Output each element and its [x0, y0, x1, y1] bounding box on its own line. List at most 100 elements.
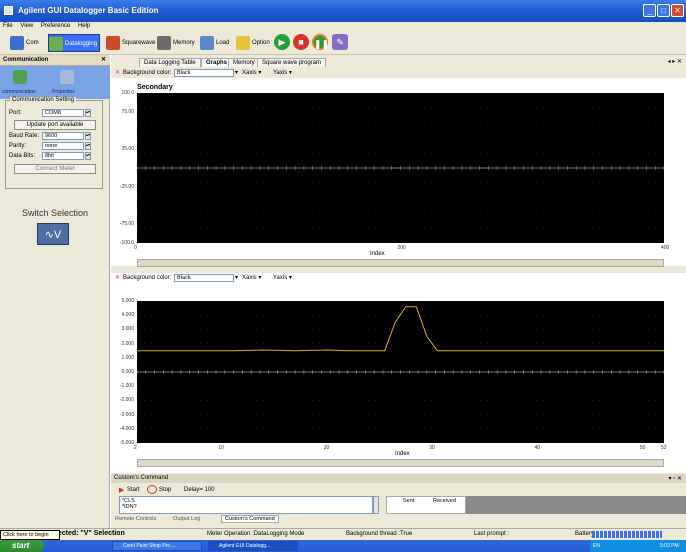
port-label: Port: — [9, 110, 22, 116]
graph1-scrollbar[interactable] — [137, 259, 664, 267]
stop-icon[interactable]: ■ — [293, 34, 309, 50]
squarewave-icon — [106, 36, 120, 50]
properties-label[interactable]: Properties — [52, 89, 75, 95]
x-tick-label: 40 — [534, 445, 541, 451]
memory-button[interactable]: Memory — [157, 34, 197, 52]
connect-meter-button[interactable]: Connect Meter — [14, 164, 96, 174]
graph1-plot[interactable] — [137, 93, 664, 243]
tab-remote-controls[interactable]: Remote Controls — [115, 516, 157, 522]
port-spinner[interactable]: ▴▾ — [85, 109, 91, 117]
x-tick-label: 10 — [218, 445, 224, 451]
graph2-plot[interactable] — [137, 301, 664, 443]
start-label: start — [12, 541, 30, 550]
properties-icon[interactable] — [60, 70, 74, 84]
graph1-xaxis-button[interactable]: Xaxis ▾ — [242, 70, 262, 76]
tab-custom-command[interactable]: Custom's Command — [221, 515, 279, 523]
series-line — [137, 306, 664, 352]
graph2-bg-label: Background color: — [123, 275, 172, 281]
graph2-xaxis-button[interactable]: Xaxis ▾ — [242, 275, 262, 281]
custom-command-window-controls[interactable]: ▾ ▫ ✕ — [668, 476, 683, 482]
minimize-icon[interactable]: _ — [643, 4, 656, 17]
update-port-button[interactable]: Update port available — [14, 120, 96, 130]
baud-spinner[interactable]: ▴▾ — [85, 132, 91, 140]
graph2-yaxis-button[interactable]: Yaxis ▾ — [273, 275, 292, 281]
tab-memory[interactable]: Memory — [228, 58, 260, 67]
delay-field[interactable]: Delay= 100 — [184, 487, 215, 493]
start-button-taskbar[interactable]: start — [0, 540, 44, 552]
graph1-bg-select[interactable]: Black — [174, 69, 234, 77]
communication-label[interactable]: communication — [2, 89, 36, 95]
eraser-icon[interactable]: ✎ — [332, 34, 348, 50]
menu-preference[interactable]: Preference — [40, 23, 71, 29]
databits-select[interactable]: 8bit — [42, 152, 84, 160]
databits-label: Data Bits: — [9, 153, 36, 159]
y-tick-label: 25.00 — [121, 146, 134, 153]
command-scrollbar[interactable] — [373, 496, 379, 514]
x-tick-label: 30 — [429, 445, 435, 451]
maximize-icon[interactable]: □ — [657, 4, 670, 17]
table-empty-area — [466, 496, 686, 514]
datalogging-button[interactable]: Datalogging — [48, 34, 101, 52]
graph2-x-label: Index — [395, 451, 410, 457]
main-area: Data Logging Table Graphs Memory Square … — [111, 55, 686, 534]
option-button[interactable]: Option — [236, 34, 272, 52]
taskbar-item-paintshop[interactable]: Corel Paint Shop Pro ... — [112, 541, 202, 551]
baud-label: Baud Rate: — [9, 133, 40, 139]
databits-spinner[interactable]: ▴▾ — [85, 152, 91, 160]
graph1-yaxis-button[interactable]: Yaxis ▾ — [273, 70, 292, 76]
graph1-x-label: Index — [370, 251, 385, 257]
app-icon — [4, 6, 13, 15]
menu-help[interactable]: Help — [77, 23, 91, 29]
start-button[interactable]: Start — [127, 487, 140, 493]
load-button[interactable]: Load — [200, 34, 231, 52]
y-tick-label: 3.000 — [121, 326, 134, 333]
x-tick-label: 400 — [661, 245, 670, 251]
y-tick-label: -4.000 — [119, 425, 134, 432]
graph2-close-icon[interactable]: ✕ — [115, 275, 121, 281]
graph1-panel: Secondary 100.0 75.00 25.00 -25.00 -75.00 -10… — [111, 78, 686, 267]
graph1-close-icon[interactable]: ✕ — [115, 70, 121, 76]
tab-nav[interactable]: ◂ ▸ ✕ — [667, 59, 682, 65]
tab-square-wave-program[interactable]: Square wave program — [257, 58, 327, 67]
load-label: Load — [216, 40, 230, 46]
window-title: Agilent GUI Datalogger Basic Edition — [18, 6, 159, 15]
com-label: Com — [26, 40, 39, 46]
com-button[interactable]: Com — [10, 34, 41, 52]
communication-icon[interactable] — [13, 70, 27, 84]
x-tick-label: 200 — [397, 245, 406, 251]
taskbar-item-agilent[interactable]: Agilent GUI Datalogg... — [208, 541, 298, 551]
baud-rate-select[interactable]: 9600 — [42, 132, 84, 140]
y-tick-label: 2.000 — [121, 340, 134, 347]
graph2-scrollbar[interactable] — [137, 459, 664, 467]
graph2-dropdown-icon[interactable]: ▾ — [235, 275, 239, 281]
parity-spinner[interactable]: ▴▾ — [85, 142, 91, 150]
graph1-controls: ✕ Background color: Black ▾ Xaxis ▾ Yaxi… — [111, 68, 686, 78]
col-received: Received — [433, 498, 456, 504]
tab-output-log[interactable]: Output Log — [173, 516, 201, 522]
graph2-controls: ✕ Background color: Black ▾ Xaxis ▾ Yaxi… — [111, 273, 686, 283]
stop-button[interactable]: Stop — [159, 487, 172, 493]
stop-icon-small[interactable] — [147, 485, 157, 494]
panel-icon-bar: communication Properties — [0, 66, 110, 99]
start-icon[interactable]: ▶ — [119, 487, 125, 494]
ac-voltage-switch[interactable]: ∿V — [37, 223, 69, 245]
pause-icon[interactable]: ❚❚ — [312, 34, 329, 50]
close-icon[interactable]: ✕ — [671, 4, 684, 17]
battery-bar — [592, 531, 662, 538]
tab-data-logging-table[interactable]: Data Logging Table — [139, 58, 201, 67]
squarewave-button[interactable]: Squarewave — [106, 34, 157, 52]
graph1-dropdown-icon[interactable]: ▾ — [235, 70, 239, 76]
status-bar: Connected: "V" Selection Meter Operation… — [0, 528, 686, 540]
panel-title: Communication — [3, 57, 49, 63]
play-icon[interactable]: ▶ — [274, 34, 290, 50]
graph2-bg-select[interactable]: Black — [174, 274, 234, 282]
menu-view[interactable]: View — [20, 23, 34, 29]
menu-file[interactable]: File — [3, 23, 13, 29]
tooltip: Click here to begin — [0, 530, 60, 540]
custom-command-header: Custom's Command ▾ ▫ ✕ — [111, 474, 686, 483]
panel-close-icon[interactable]: ✕ — [100, 57, 106, 63]
y-tick-label: -100.0 — [119, 240, 134, 246]
command-input[interactable]: *CLS *IDN? — [119, 496, 373, 514]
parity-select[interactable]: none — [42, 142, 84, 150]
port-select[interactable]: COM8 — [42, 109, 84, 117]
